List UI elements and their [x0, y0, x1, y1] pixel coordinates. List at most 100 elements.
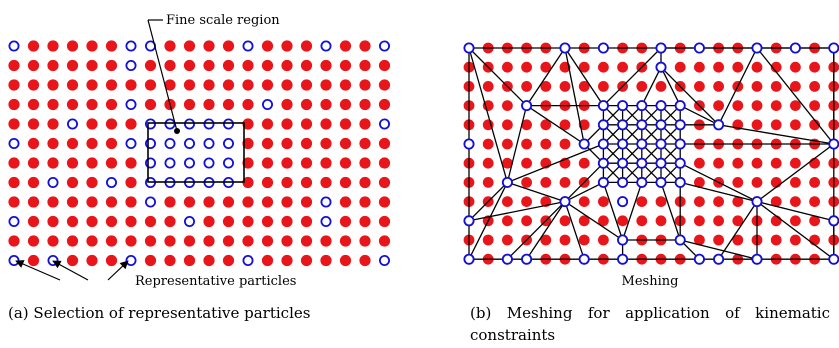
- particle: [300, 40, 313, 52]
- particle: [559, 81, 571, 92]
- representative-particle: [164, 118, 176, 130]
- mesh-edge: [641, 66, 662, 106]
- particle: [378, 79, 391, 91]
- particle: [617, 61, 628, 73]
- particle: [164, 59, 176, 72]
- mesh-node: [674, 157, 686, 169]
- mesh-node: [617, 100, 629, 112]
- particle: [8, 235, 20, 247]
- mesh-node: [693, 253, 705, 265]
- particle: [242, 215, 254, 228]
- representative-particle: [320, 196, 332, 208]
- particle: [790, 157, 801, 169]
- particle: [809, 215, 820, 227]
- particle: [86, 137, 98, 150]
- mesh-node: [559, 42, 571, 54]
- particle: [281, 157, 293, 169]
- particle: [105, 59, 118, 72]
- mesh-node: [463, 138, 475, 150]
- particle: [105, 98, 118, 111]
- particle: [751, 157, 763, 169]
- particle: [300, 254, 313, 267]
- particle: [261, 118, 274, 130]
- particle: [790, 61, 801, 73]
- particle: [790, 234, 801, 246]
- particle: [790, 119, 801, 131]
- particle: [359, 254, 371, 267]
- particle: [359, 176, 371, 189]
- particle: [164, 196, 176, 208]
- representative-particle: [378, 40, 390, 52]
- mesh-node: [655, 61, 667, 73]
- mesh-node: [713, 253, 725, 265]
- representative-particle: [320, 40, 332, 52]
- particle: [540, 138, 552, 150]
- particle: [502, 196, 513, 208]
- mesh-edge: [680, 181, 758, 203]
- mesh-node: [617, 196, 629, 208]
- representative-particle: [164, 137, 176, 149]
- particle: [300, 235, 313, 247]
- fine-scale-region-label: Fine scale region: [166, 13, 280, 28]
- particle: [125, 215, 137, 228]
- representative-particle: [47, 176, 59, 188]
- mesh-edge: [718, 201, 758, 260]
- particle: [164, 235, 176, 247]
- mesh-node: [597, 42, 609, 54]
- particle: [359, 118, 371, 130]
- panel-a-particle-grid: [8, 40, 391, 267]
- particle: [203, 235, 215, 247]
- particle: [47, 59, 59, 72]
- particle: [105, 40, 118, 52]
- particle: [359, 137, 371, 150]
- representative-particle: [203, 137, 215, 149]
- representative-particle: [183, 118, 195, 130]
- particle: [242, 59, 254, 72]
- mesh-node: [674, 176, 686, 188]
- particle: [222, 235, 235, 247]
- mesh-node: [751, 253, 763, 265]
- particle: [86, 98, 98, 111]
- particle: [339, 235, 352, 247]
- particle: [559, 119, 571, 131]
- mesh-node: [828, 42, 839, 54]
- particle: [339, 98, 352, 111]
- particle: [790, 215, 801, 227]
- mesh-node: [674, 119, 686, 131]
- mesh-node: [559, 196, 571, 208]
- particle: [732, 61, 744, 73]
- particle: [320, 254, 332, 267]
- particle: [47, 137, 59, 150]
- representative-particle: [125, 60, 137, 72]
- particle: [203, 98, 215, 111]
- particle: [281, 215, 293, 228]
- particle: [809, 100, 820, 111]
- particle: [164, 79, 176, 91]
- particle: [339, 59, 352, 72]
- particle: [8, 98, 20, 111]
- particle: [66, 235, 79, 247]
- particle: [86, 118, 98, 130]
- particle: [713, 215, 724, 227]
- particle: [125, 79, 137, 91]
- particle: [732, 234, 744, 246]
- rep-arrow-2: [52, 260, 89, 281]
- particle: [521, 81, 532, 92]
- particle: [105, 137, 118, 150]
- particle: [359, 40, 371, 52]
- particle: [86, 215, 98, 228]
- particle: [86, 254, 98, 267]
- particle: [713, 61, 724, 73]
- particle: [359, 98, 371, 111]
- particle: [655, 81, 667, 92]
- mesh-node: [463, 42, 475, 54]
- particle: [66, 79, 79, 91]
- particle: [378, 157, 391, 169]
- particle: [482, 119, 494, 131]
- particle: [770, 234, 782, 246]
- mesh-edge: [660, 182, 681, 241]
- particle: [261, 254, 274, 267]
- particle: [8, 79, 20, 91]
- particle: [47, 235, 59, 247]
